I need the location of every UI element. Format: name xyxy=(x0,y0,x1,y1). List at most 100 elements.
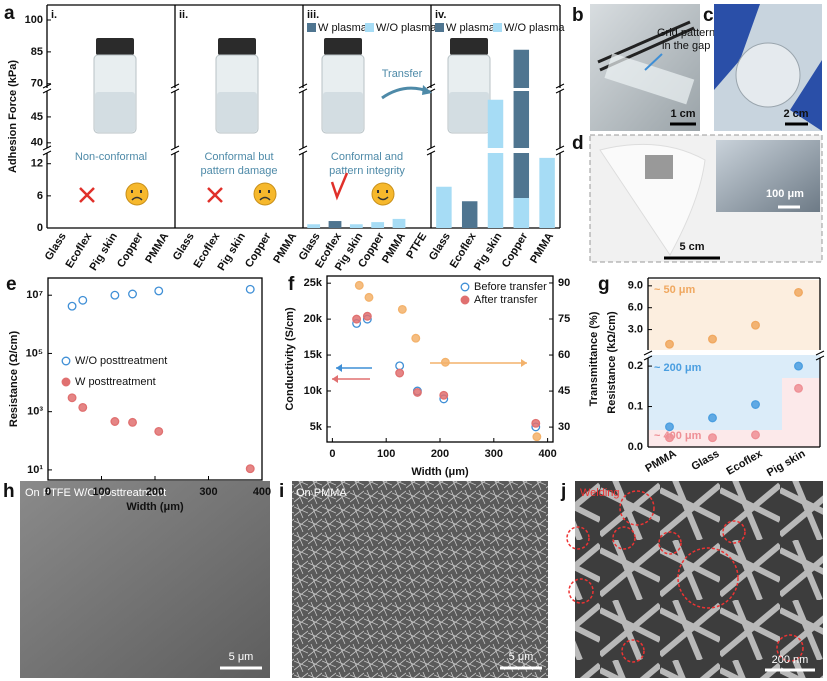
bar xyxy=(513,49,530,228)
subpanel-label: ii. xyxy=(179,9,188,21)
bar xyxy=(328,221,342,228)
photo-b: b Grid pattern in the gap 1 cm xyxy=(572,4,715,131)
point xyxy=(531,418,541,428)
x-tick-label: 200 xyxy=(146,486,164,498)
point xyxy=(412,387,422,397)
vial-liquid xyxy=(95,92,135,132)
x-tick-label: PMMA xyxy=(643,448,678,475)
point xyxy=(411,333,421,343)
axis-break xyxy=(643,350,653,361)
y-tick-label: 6 xyxy=(37,190,43,202)
y-tick-label: 5k xyxy=(310,421,323,433)
y2-tick-label: 45 xyxy=(558,385,570,397)
sem-caption: On PTFE W/O posttreatment xyxy=(25,487,166,499)
point xyxy=(128,289,137,299)
point xyxy=(532,432,542,442)
point xyxy=(708,334,717,344)
legend-label: W/O posttreatment xyxy=(75,355,167,367)
bar xyxy=(349,224,363,228)
sem-i: i On PMMA 5 μm xyxy=(279,481,548,678)
vial-liquid xyxy=(217,92,257,132)
y-tick-label: 85 xyxy=(31,46,43,58)
y-tick-label: 10¹ xyxy=(27,464,43,476)
glass-slide xyxy=(604,53,695,105)
point xyxy=(751,400,760,409)
x-tick-label: PMMA xyxy=(143,231,171,266)
legend-label: W plasma xyxy=(318,22,368,34)
legend-label: W plasma xyxy=(446,22,496,34)
glove xyxy=(714,4,760,90)
point xyxy=(67,301,77,311)
legend-swatch xyxy=(435,23,444,32)
point xyxy=(708,413,717,423)
sem-image xyxy=(575,481,823,678)
legend-label: W/O plasma xyxy=(504,22,565,34)
arrow-label: Transfer xyxy=(382,68,423,80)
legend-label: Before transfer xyxy=(474,281,547,293)
annotation: Non-conformal xyxy=(75,151,147,163)
x-tick-label: 400 xyxy=(253,486,271,498)
y2-tick-label: 30 xyxy=(558,421,570,433)
face-icon xyxy=(253,182,277,206)
x-tick-label: 0 xyxy=(329,448,335,460)
arrow xyxy=(644,53,663,71)
y-tick-label: 0.2 xyxy=(628,360,643,372)
guide-arrow-head xyxy=(521,359,527,367)
region-label: ~ 200 μm xyxy=(654,362,702,374)
cross-icon xyxy=(207,187,223,203)
legend-marker xyxy=(460,295,470,305)
vial-cap xyxy=(96,38,134,55)
sem-caption: Welding xyxy=(580,487,620,499)
point xyxy=(665,339,674,349)
inset-photo xyxy=(716,140,820,212)
y-tick-label: 10⁵ xyxy=(26,347,43,359)
panel-letter: d xyxy=(572,133,584,154)
y-axis-label: Adhesion Force (kPa) xyxy=(7,60,19,173)
point xyxy=(245,284,255,294)
y-tick-label: 45 xyxy=(31,111,43,123)
face-mouth xyxy=(259,196,271,201)
x-tick-label: PMMA xyxy=(271,231,299,266)
y-tick-label: 0.0 xyxy=(628,441,643,453)
legend-swatch xyxy=(365,23,374,32)
panel-letter: h xyxy=(3,481,15,502)
y-axis-label: Conductivity (S/cm) xyxy=(284,307,296,411)
legend-marker xyxy=(460,282,470,292)
x-tick-label: Glass xyxy=(43,231,69,263)
vial-cap xyxy=(218,38,256,55)
y2-tick-label: 75 xyxy=(558,313,570,325)
vial-liquid xyxy=(449,92,489,132)
y-axis-label: Transmittance (%) xyxy=(588,311,600,406)
face-icon xyxy=(125,182,149,206)
cross-icon xyxy=(79,187,95,203)
x-tick-label: Glass xyxy=(427,231,453,263)
x-tick-label: 100 xyxy=(92,486,110,498)
weld-circles xyxy=(566,490,804,663)
sem-j: j Welding 200 nm xyxy=(560,481,823,678)
point xyxy=(110,417,120,426)
point xyxy=(395,368,405,378)
y-tick-label: 10k xyxy=(304,385,323,397)
scale-bar-label: 5 μm xyxy=(509,651,534,663)
y-tick-label: 12 xyxy=(31,158,43,170)
annotation: pattern integrity xyxy=(329,165,405,177)
skull-model xyxy=(599,143,706,256)
point xyxy=(440,357,450,367)
y-axis-label: Resistance (kΩ/cm) xyxy=(606,311,618,414)
sem-caption: On PMMA xyxy=(296,487,347,499)
photo-annotation: Grid pattern xyxy=(657,27,715,39)
bar xyxy=(487,99,504,229)
point xyxy=(245,464,255,474)
face-mouth xyxy=(131,196,143,201)
y-tick-label: 40 xyxy=(31,137,43,149)
point xyxy=(154,426,164,436)
y-tick-label: 15k xyxy=(304,349,323,361)
scale-bar-label: 1 cm xyxy=(670,108,695,120)
scale-bar-label: 2 cm xyxy=(783,108,808,120)
panel-letter: b xyxy=(572,5,584,26)
point xyxy=(665,433,674,443)
x-tick-label: 400 xyxy=(538,448,556,460)
point xyxy=(794,287,803,297)
face-icon xyxy=(371,182,395,206)
point xyxy=(665,422,674,432)
